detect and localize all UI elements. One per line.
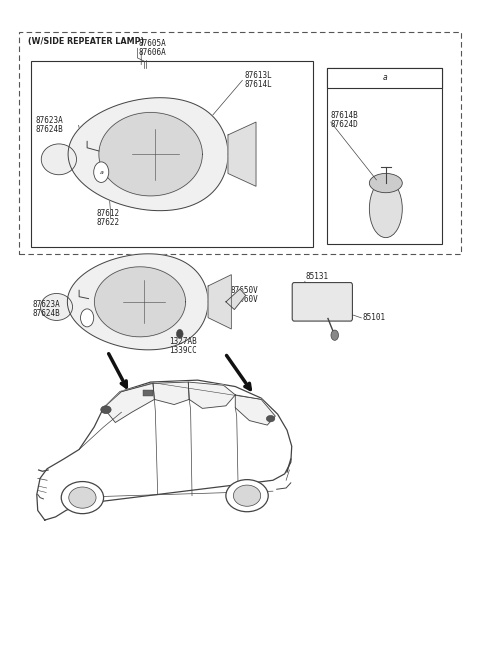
Polygon shape	[37, 380, 292, 520]
Text: 87612: 87612	[96, 209, 120, 217]
Text: 87624B: 87624B	[32, 309, 60, 318]
Ellipse shape	[61, 481, 104, 514]
Polygon shape	[235, 395, 275, 425]
Polygon shape	[67, 253, 208, 350]
Polygon shape	[153, 382, 189, 405]
Bar	[327, 67, 442, 244]
Text: 87612: 87612	[96, 290, 120, 299]
Text: 87613L: 87613L	[245, 71, 273, 81]
Text: 87623A: 87623A	[32, 300, 60, 309]
Polygon shape	[228, 122, 256, 186]
Text: a: a	[99, 170, 103, 175]
Ellipse shape	[370, 174, 402, 193]
Ellipse shape	[370, 180, 402, 238]
Text: (W/SIDE REPEATER LAMP): (W/SIDE REPEATER LAMP)	[28, 37, 144, 47]
Ellipse shape	[101, 406, 111, 413]
Ellipse shape	[226, 479, 268, 512]
Ellipse shape	[41, 144, 76, 175]
Text: 1339CC: 1339CC	[169, 346, 197, 355]
Text: 85101: 85101	[362, 313, 385, 322]
Text: 87622: 87622	[96, 217, 120, 227]
Text: 87606A: 87606A	[139, 48, 167, 57]
Text: 1327AB: 1327AB	[169, 337, 197, 346]
Text: 87624B: 87624B	[36, 125, 63, 134]
Text: 87622: 87622	[134, 290, 157, 299]
Text: 87614L: 87614L	[245, 81, 273, 89]
Polygon shape	[68, 98, 228, 211]
Text: 87650V: 87650V	[230, 286, 258, 295]
Text: 87614B: 87614B	[331, 111, 359, 120]
Bar	[31, 61, 313, 247]
Polygon shape	[208, 274, 231, 329]
Text: 87605A: 87605A	[118, 272, 145, 281]
FancyBboxPatch shape	[292, 282, 352, 321]
Text: 87624D: 87624D	[331, 120, 359, 129]
Circle shape	[177, 329, 183, 339]
Bar	[19, 32, 461, 253]
Bar	[143, 390, 153, 396]
Text: 85131: 85131	[306, 272, 329, 280]
Polygon shape	[104, 383, 155, 422]
Ellipse shape	[233, 485, 261, 506]
Polygon shape	[99, 113, 203, 196]
Ellipse shape	[69, 487, 96, 508]
Bar	[327, 67, 442, 88]
Circle shape	[331, 330, 338, 341]
Text: 87623A: 87623A	[36, 117, 63, 125]
Polygon shape	[188, 382, 235, 408]
Polygon shape	[95, 267, 186, 337]
Text: 87605A: 87605A	[139, 39, 167, 48]
Text: a: a	[383, 73, 387, 83]
Text: 87660V: 87660V	[230, 295, 258, 304]
Text: 87606A: 87606A	[118, 281, 145, 290]
Polygon shape	[226, 289, 246, 310]
Ellipse shape	[40, 293, 72, 320]
Circle shape	[81, 309, 94, 327]
Ellipse shape	[266, 415, 275, 422]
Circle shape	[94, 162, 109, 183]
